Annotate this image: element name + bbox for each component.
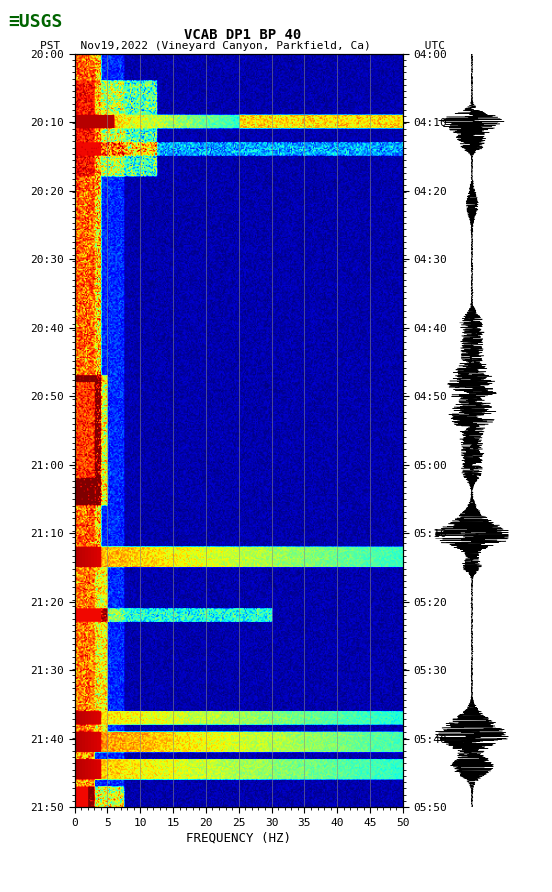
X-axis label: FREQUENCY (HZ): FREQUENCY (HZ) [186, 832, 291, 845]
Text: ≡USGS: ≡USGS [8, 13, 63, 31]
Text: VCAB DP1 BP 40: VCAB DP1 BP 40 [184, 28, 301, 42]
Text: PST   Nov19,2022 (Vineyard Canyon, Parkfield, Ca)        UTC: PST Nov19,2022 (Vineyard Canyon, Parkfie… [40, 41, 445, 51]
